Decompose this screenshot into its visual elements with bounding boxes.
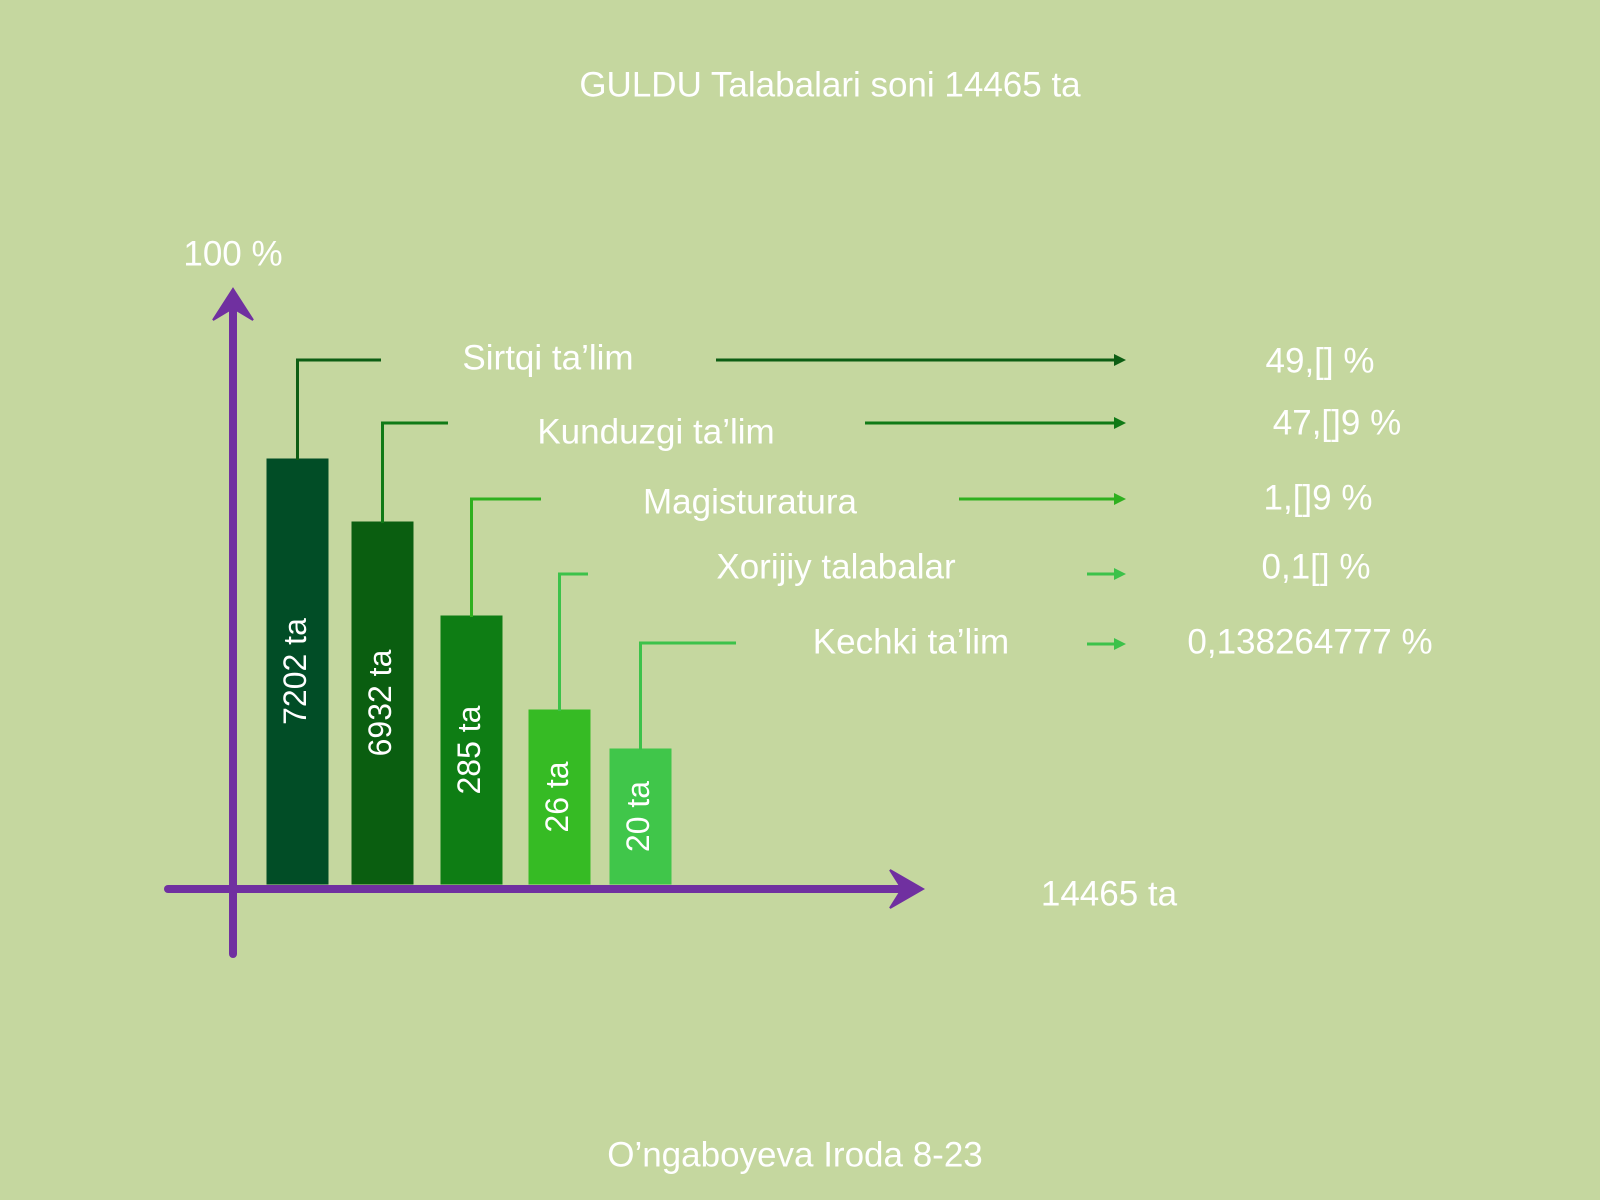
percent-label: 0,1[] % [1262,547,1371,586]
category-label: Sirtqi ta’lim [462,338,633,377]
y-arrowhead [212,287,254,321]
y-axis-label: 100 % [183,234,282,273]
connector [558,572,588,711]
bar-label: 7202 ta [277,618,313,725]
percent-label: 49,[] % [1266,341,1375,380]
footer: O’ngaboyeva Iroda 8-23 [607,1135,983,1174]
x-axis-label: 14465 ta [1041,874,1178,913]
connector [381,421,448,523]
bar-label: 20 ta [620,781,656,852]
bar-label: 285 ta [451,705,487,794]
category-label: Kechki ta’lim [813,622,1009,661]
title: GULDU Talabalari soni 14465 ta [579,65,1081,104]
arrow-head [1114,354,1126,366]
bar [528,709,591,885]
connector [296,358,381,460]
x-arrowhead [889,869,926,909]
bar-label: 26 ta [539,761,575,832]
arrow-head [1114,568,1126,580]
category-label: Magisturatura [643,482,858,521]
arrow-head [1114,493,1126,505]
bar [351,521,414,885]
bar-label: 6932 ta [362,649,398,756]
connector [470,497,541,617]
arrow-head [1114,417,1126,429]
percent-label: 0,138264777 % [1187,622,1432,661]
axes [164,287,926,958]
arrow-head [1114,638,1126,650]
connector [639,641,736,750]
percent-label: 47,[]9 % [1273,403,1401,442]
category-label: Xorijiy talabalar [716,547,956,586]
bar [609,748,672,885]
category-label: Kunduzgi ta’lim [537,412,774,451]
percent-label: 1,[]9 % [1264,478,1373,517]
